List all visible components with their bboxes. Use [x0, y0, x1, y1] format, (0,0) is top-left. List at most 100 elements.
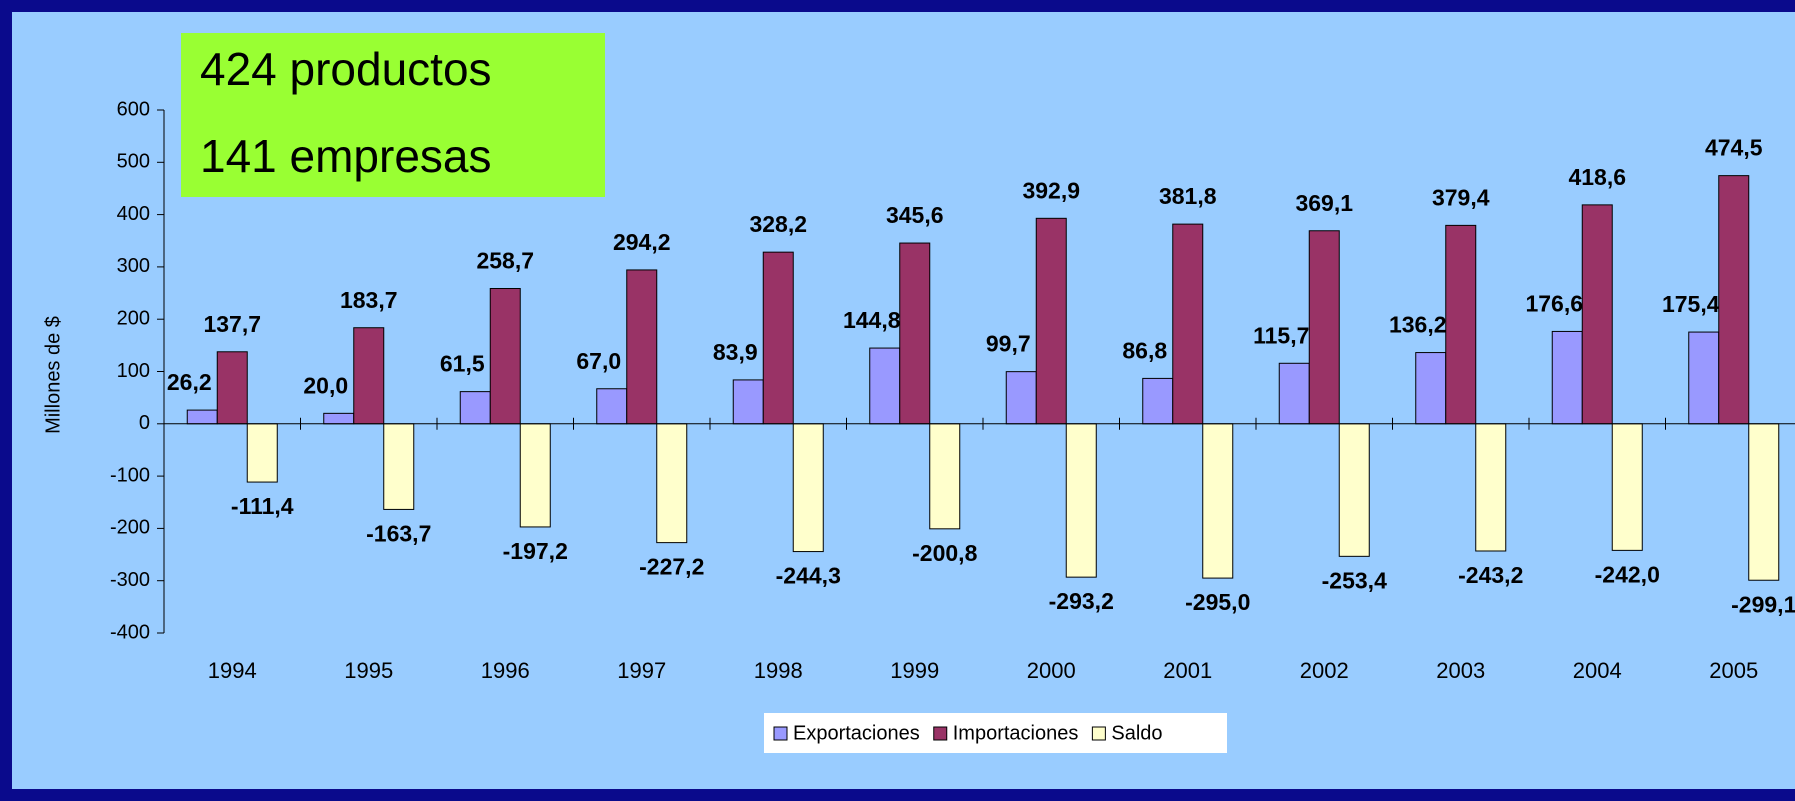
data-label: 115,7 — [1253, 322, 1309, 348]
data-label: -299,1 — [1731, 591, 1795, 617]
legend-label: Importaciones — [953, 722, 1079, 744]
data-label: -244,3 — [776, 563, 841, 589]
data-label: 258,7 — [476, 248, 534, 274]
bar — [656, 423, 688, 544]
x-tick-label: 2000 — [1027, 658, 1076, 683]
y-tick-label: 500 — [117, 151, 150, 173]
x-tick-label: 1995 — [344, 658, 393, 683]
bar — [929, 423, 961, 530]
data-label: 392,9 — [1022, 177, 1080, 203]
legend-label: Exportaciones — [793, 722, 920, 744]
bar — [1445, 224, 1477, 425]
bar — [626, 269, 658, 425]
y-tick-label: 400 — [117, 203, 150, 225]
data-label: -163,7 — [366, 520, 431, 546]
data-label: -200,8 — [912, 540, 977, 566]
legend-box — [764, 713, 1227, 753]
bar — [1005, 371, 1037, 425]
bar — [353, 327, 385, 425]
x-tick-label: 2004 — [1573, 658, 1622, 683]
bar — [1688, 331, 1720, 425]
data-label: 137,7 — [203, 311, 261, 337]
bar — [246, 423, 278, 483]
data-label: -253,4 — [1322, 567, 1387, 593]
x-tick-label: 1996 — [481, 658, 530, 683]
bar — [186, 409, 218, 425]
bar — [1278, 362, 1310, 425]
data-label: 136,2 — [1389, 312, 1447, 338]
bar — [1065, 423, 1097, 578]
data-label: 345,6 — [886, 202, 944, 228]
data-label: -227,2 — [639, 554, 704, 580]
data-label: 61,5 — [440, 351, 485, 377]
legend-swatch — [1091, 726, 1106, 741]
bar — [1308, 230, 1340, 425]
x-tick-label: 1999 — [890, 658, 939, 683]
x-tick-label: 1998 — [754, 658, 803, 683]
bar — [323, 412, 355, 425]
data-label: 67,0 — [576, 348, 621, 374]
data-label: 99,7 — [986, 331, 1031, 357]
bar — [869, 347, 901, 425]
data-label: -242,0 — [1595, 561, 1660, 587]
y-axis-label: Millones de $ — [42, 316, 64, 434]
bar — [732, 379, 764, 425]
data-label: 175,4 — [1662, 291, 1720, 317]
bar — [596, 388, 628, 425]
legend-swatch — [933, 726, 948, 741]
bar — [216, 351, 248, 425]
data-label: -295,0 — [1185, 589, 1250, 615]
annotation-box — [181, 33, 605, 197]
bar — [762, 251, 794, 425]
bar — [489, 287, 521, 425]
y-tick-label: -200 — [110, 517, 150, 539]
data-label: -243,2 — [1458, 562, 1523, 588]
annotation: 424 productos — [200, 43, 492, 95]
bar — [1202, 423, 1234, 579]
data-label: 328,2 — [749, 211, 807, 237]
bar — [1611, 423, 1643, 551]
bar — [1415, 352, 1447, 425]
bar — [1718, 175, 1750, 425]
data-label: 183,7 — [340, 287, 398, 313]
x-tick-label: 2005 — [1709, 658, 1758, 683]
data-label: 144,8 — [843, 307, 901, 333]
bar — [899, 242, 931, 425]
data-label: 418,6 — [1568, 164, 1626, 190]
data-label: 381,8 — [1159, 183, 1217, 209]
data-label: 369,1 — [1295, 190, 1353, 216]
bar — [1338, 423, 1370, 557]
y-tick-label: -300 — [110, 569, 150, 591]
x-tick-label: 1997 — [617, 658, 666, 683]
data-label: -197,2 — [503, 538, 568, 564]
x-tick-label: 2003 — [1436, 658, 1485, 683]
y-tick-label: -400 — [110, 621, 150, 643]
bar — [459, 391, 491, 425]
data-label: 294,2 — [613, 229, 671, 255]
bar — [1035, 217, 1067, 425]
data-label: 26,2 — [167, 369, 212, 395]
y-tick-label: 600 — [117, 98, 150, 120]
bar — [1551, 330, 1583, 425]
bar — [1142, 377, 1174, 425]
y-tick-label: 100 — [117, 360, 150, 382]
y-tick-label: 0 — [139, 412, 150, 434]
legend-swatch — [773, 726, 788, 741]
data-label: 20,0 — [303, 372, 348, 398]
bar — [792, 423, 824, 553]
data-label: -293,2 — [1049, 588, 1114, 614]
bar — [1748, 423, 1780, 581]
y-tick-label: -100 — [110, 464, 150, 486]
data-label: 176,6 — [1525, 291, 1583, 317]
data-label: 83,9 — [713, 339, 758, 365]
y-tick-label: 200 — [117, 307, 150, 329]
x-tick-label: 2002 — [1300, 658, 1349, 683]
x-tick-label: 1994 — [208, 658, 257, 683]
data-label: -111,4 — [231, 493, 294, 519]
x-tick-label: 2001 — [1163, 658, 1212, 683]
data-label: 474,5 — [1705, 135, 1763, 161]
bar — [1581, 204, 1613, 425]
annotation: 141 empresas — [200, 130, 492, 182]
data-label: 379,4 — [1432, 184, 1490, 210]
